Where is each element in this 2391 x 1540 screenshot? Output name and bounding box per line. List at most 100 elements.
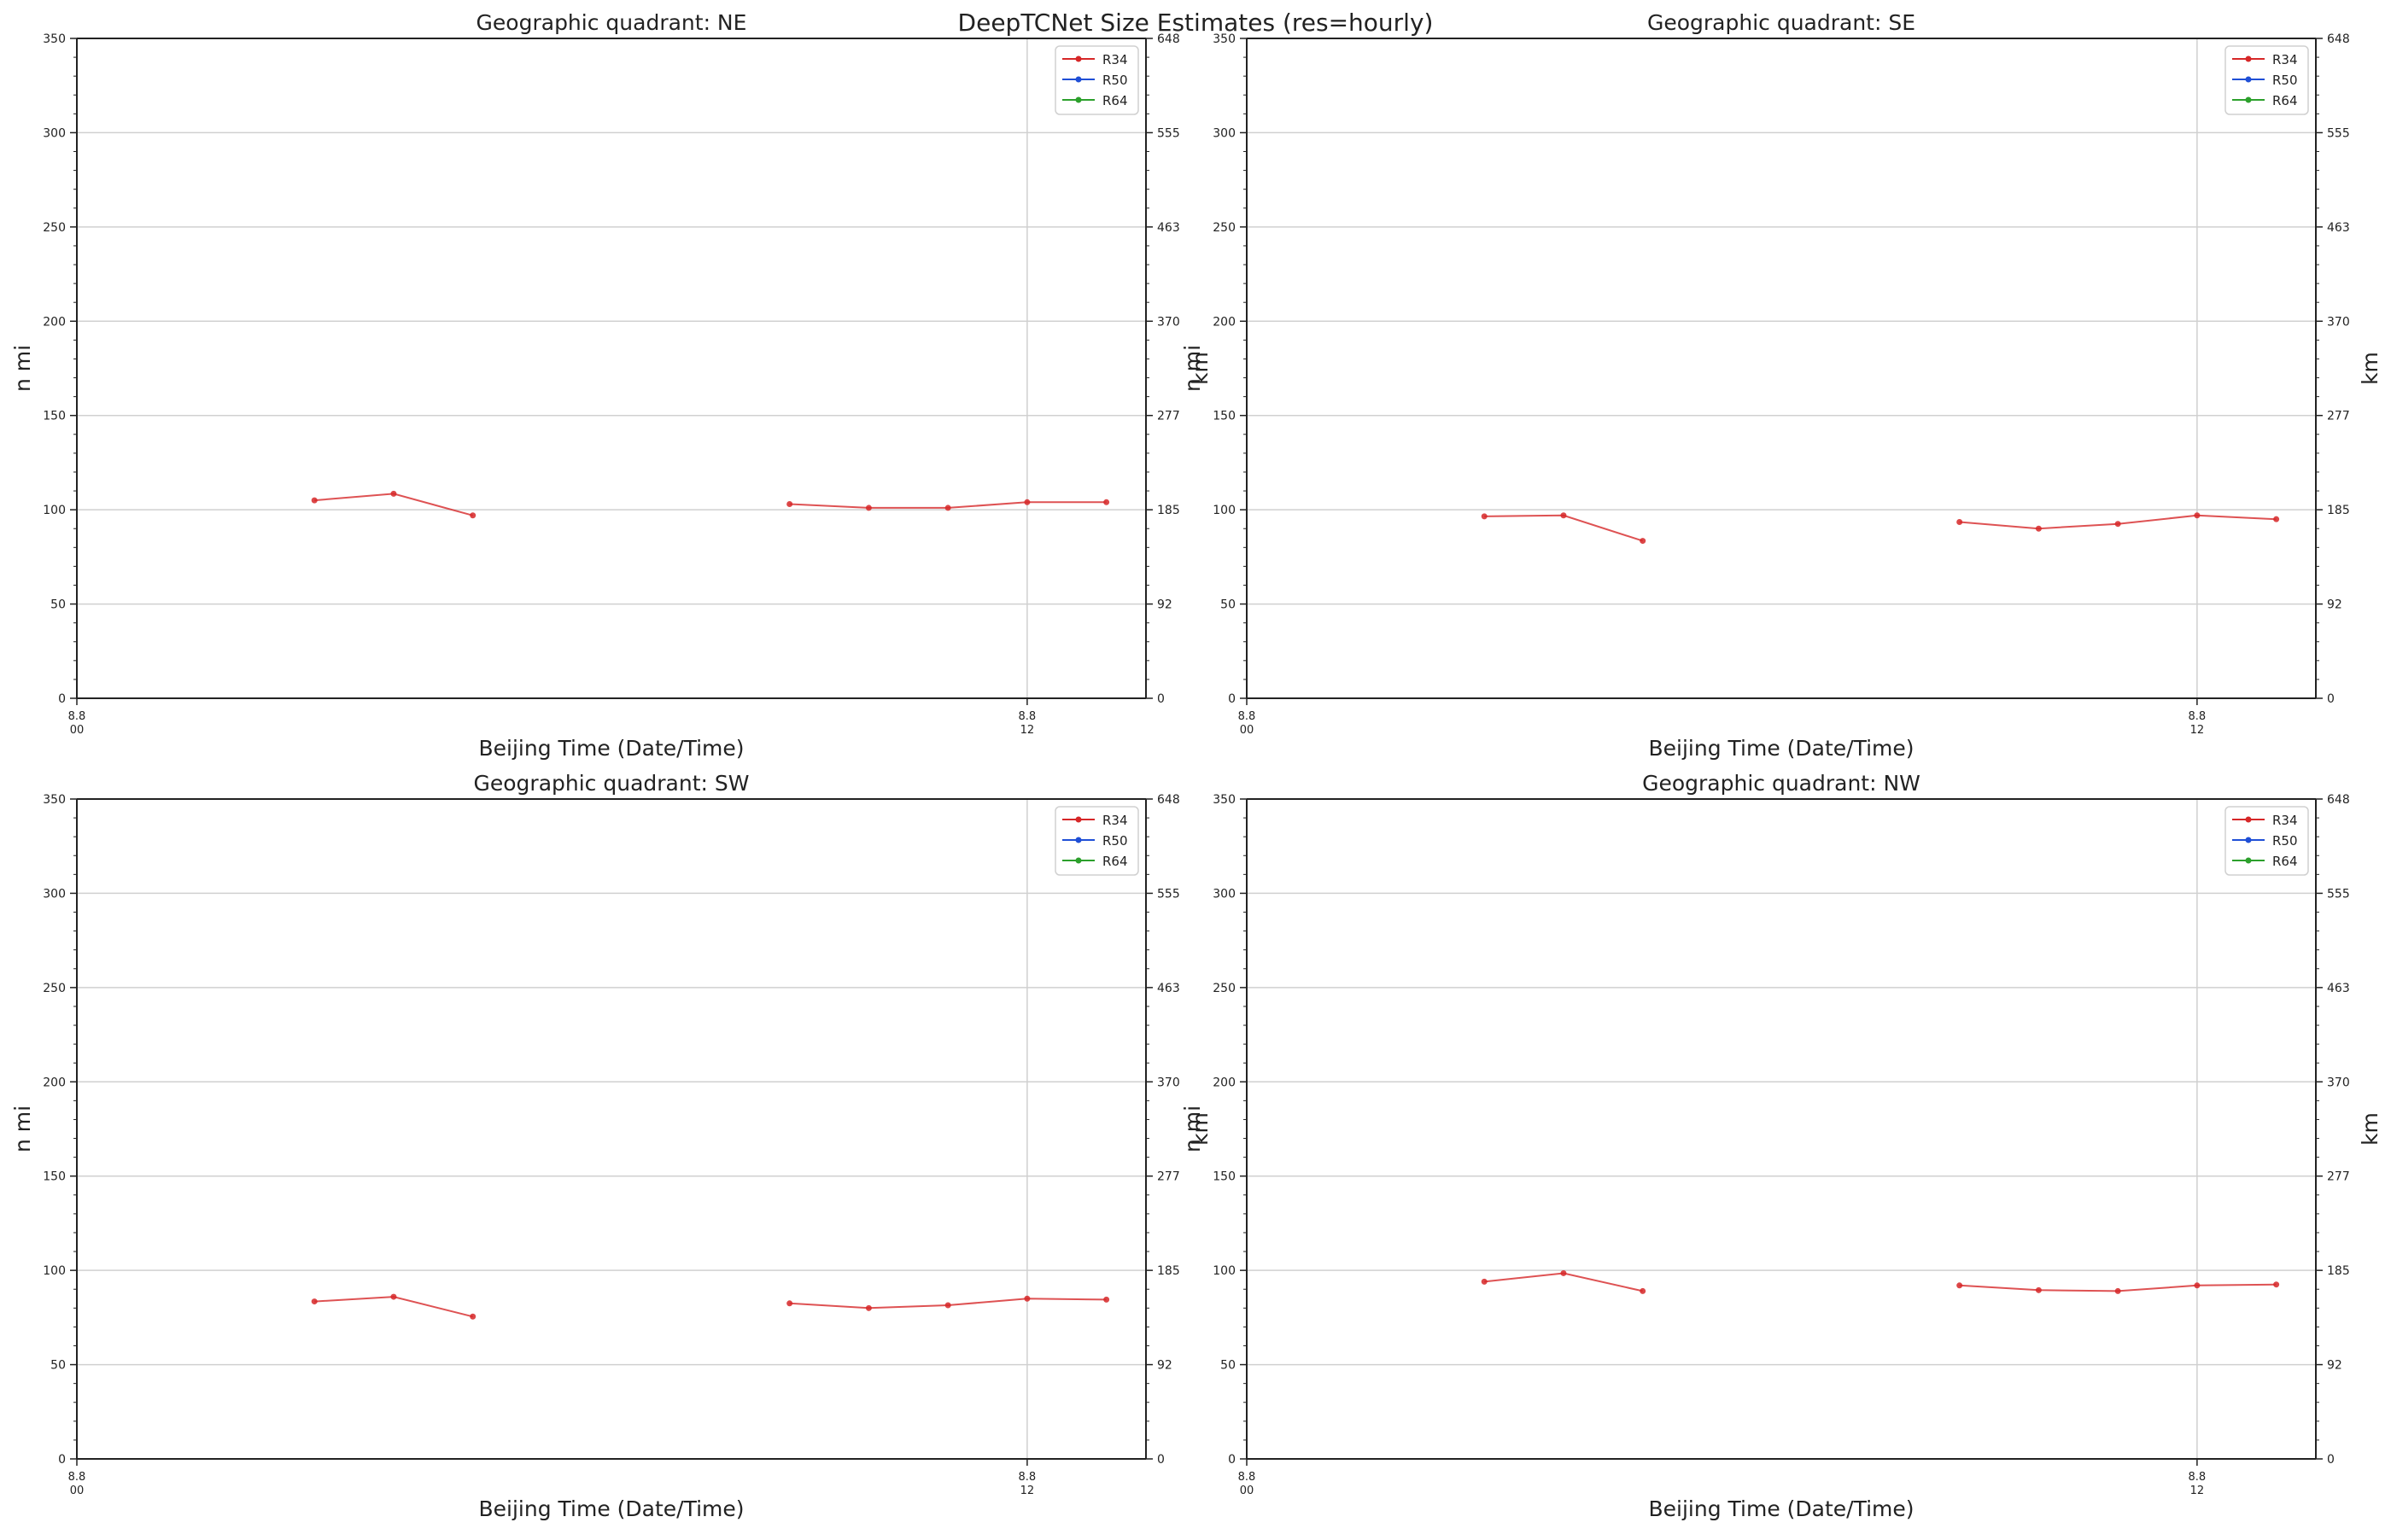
data-point-r34 — [2035, 1286, 2042, 1293]
legend-label-r64: R64 — [2272, 854, 2298, 869]
data-point-r34 — [1640, 1287, 1646, 1294]
y2-tick-label: 277 — [2327, 1170, 2350, 1184]
y-tick-label: 300 — [1213, 887, 1236, 901]
y-tick-label: 350 — [1213, 793, 1236, 807]
chart-panel-0: 0 50 100 150 200 250 300 350 0 92 185 277 370 463 555 6… — [10, 10, 1213, 761]
data-point-r34 — [311, 497, 318, 504]
y-axis-label: n mi — [10, 1105, 35, 1152]
y-tick-label: 200 — [1213, 315, 1236, 329]
y2-tick-label: 648 — [1157, 32, 1180, 46]
y-axis-label: n mi — [1180, 345, 1205, 392]
y-tick-label: 0 — [58, 1453, 66, 1467]
y2-axis-label: km — [1188, 352, 1213, 385]
y-tick-label: 300 — [43, 126, 66, 140]
legend-label-r34: R34 — [1102, 52, 1128, 67]
x-tick-label: 8.8 00 — [1238, 710, 1256, 737]
legend-label-r34: R34 — [2272, 813, 2298, 828]
legend-box — [1055, 45, 1139, 115]
y-tick-label: 200 — [43, 1076, 66, 1089]
data-point-r34 — [2273, 1281, 2280, 1288]
data-point-r34 — [390, 1293, 397, 1300]
data-point-r34 — [865, 1304, 872, 1311]
legend-marker — [2245, 857, 2252, 864]
y2-tick-label: 370 — [2327, 315, 2350, 329]
y-tick-label: 350 — [1213, 32, 1236, 46]
x-axis-label: Beijing Time (Date/Time) — [1648, 736, 1914, 761]
x-tick-label: 8.8 00 — [1238, 1471, 1256, 1497]
data-point-r34 — [944, 505, 951, 511]
data-point-r34 — [1024, 499, 1031, 505]
legend-label-r50: R50 — [1102, 73, 1128, 88]
y-tick-label: 0 — [1228, 692, 1236, 706]
y-tick-label: 50 — [50, 1359, 66, 1373]
y2-axis-label: km — [1188, 1112, 1213, 1146]
data-point-r34 — [1956, 518, 1963, 525]
data-point-r34 — [786, 1300, 793, 1307]
x-tick-label: 8.8 12 — [1019, 1471, 1037, 1497]
data-point-r34 — [1560, 1269, 1567, 1276]
data-point-r34 — [470, 512, 476, 519]
y-tick-label: 150 — [43, 410, 66, 423]
data-point-r34 — [1640, 538, 1646, 545]
y-tick-label: 200 — [1213, 1076, 1236, 1089]
x-tick-label: 8.8 00 — [68, 1471, 86, 1497]
y-tick-label: 250 — [43, 221, 66, 235]
x-axis-label: Beijing Time (Date/Time) — [478, 1496, 744, 1521]
data-point-r34 — [2035, 525, 2042, 532]
y2-tick-label: 463 — [2327, 221, 2350, 235]
y-tick-label: 100 — [43, 1264, 66, 1278]
y2-tick-label: 463 — [2327, 982, 2350, 995]
y2-tick-label: 370 — [2327, 1076, 2350, 1089]
data-point-r34 — [1481, 513, 1488, 520]
x-axis-label: Beijing Time (Date/Time) — [1648, 1496, 1914, 1521]
legend-box — [2224, 806, 2309, 876]
y-tick-label: 0 — [58, 692, 66, 706]
y2-tick-label: 555 — [1157, 126, 1180, 140]
legend-marker — [1075, 55, 1082, 62]
data-point-r34 — [1481, 1278, 1488, 1285]
legend-marker — [2245, 816, 2252, 823]
data-point-r34 — [1560, 512, 1567, 519]
y-tick-label: 150 — [1213, 1170, 1236, 1184]
legend-label-r50: R50 — [1102, 833, 1128, 849]
chart-panel-3: 0 50 100 150 200 250 300 350 0 92 185 277 370 463 555 6… — [1180, 771, 2382, 1521]
y-tick-label: 100 — [1213, 504, 1236, 517]
y2-tick-label: 92 — [1157, 1359, 1172, 1373]
data-point-r34 — [944, 1302, 951, 1309]
y-tick-label: 0 — [1228, 1453, 1236, 1467]
y2-tick-label: 555 — [2327, 126, 2350, 140]
data-point-r34 — [1956, 1282, 1963, 1289]
data-point-r34 — [2194, 1282, 2201, 1289]
legend-marker — [2245, 55, 2252, 62]
data-point-r34 — [2273, 516, 2280, 522]
y2-tick-label: 0 — [2327, 692, 2335, 706]
y2-tick-label: 185 — [1157, 504, 1180, 517]
y2-tick-label: 370 — [1157, 1076, 1180, 1089]
y-tick-label: 50 — [50, 598, 66, 612]
data-point-r34 — [2194, 512, 2201, 519]
y-tick-label: 100 — [43, 504, 66, 517]
y-tick-label: 350 — [43, 793, 66, 807]
panel-title: Geographic quadrant: SE — [1647, 10, 1915, 35]
panel-title: Geographic quadrant: NE — [476, 10, 747, 35]
series-line-r34 — [314, 1296, 473, 1318]
x-tick-label: 8.8 12 — [2189, 1471, 2207, 1497]
data-point-r34 — [786, 501, 793, 508]
y-tick-label: 300 — [43, 887, 66, 901]
legend-label-r34: R34 — [1102, 813, 1128, 828]
data-point-r34 — [2114, 521, 2121, 528]
chart-panel-2: 0 50 100 150 200 250 300 350 0 92 185 277 370 463 555 6… — [10, 771, 1213, 1521]
chart-panel-1: 0 50 100 150 200 250 300 350 0 92 185 277 370 463 555 6… — [1180, 10, 2382, 761]
data-point-r34 — [865, 505, 872, 511]
y2-tick-label: 277 — [2327, 410, 2350, 423]
y2-tick-label: 185 — [2327, 504, 2350, 517]
legend-marker — [1075, 96, 1082, 103]
panel-title: Geographic quadrant: SW — [474, 771, 750, 796]
data-point-r34 — [311, 1298, 318, 1305]
x-tick-label: 8.8 12 — [1019, 710, 1037, 737]
y-tick-label: 300 — [1213, 126, 1236, 140]
y2-axis-label: km — [2358, 1112, 2382, 1146]
y-tick-label: 350 — [43, 32, 66, 46]
data-point-r34 — [470, 1313, 476, 1320]
y2-tick-label: 92 — [1157, 598, 1172, 612]
